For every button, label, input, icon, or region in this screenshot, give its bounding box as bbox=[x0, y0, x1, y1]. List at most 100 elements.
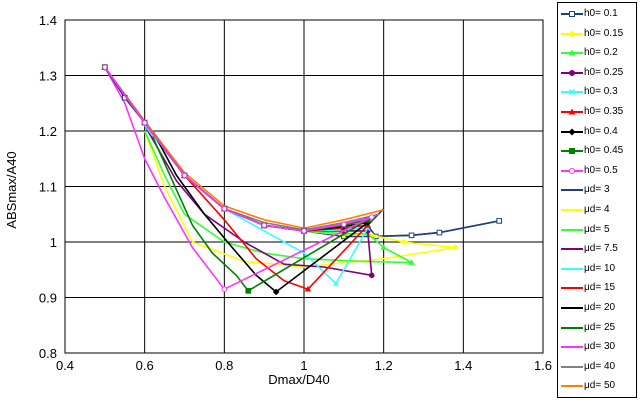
legend-swatch bbox=[561, 326, 583, 329]
data-point bbox=[496, 218, 502, 224]
legend-label: h0= 0.4 bbox=[584, 125, 618, 137]
legend-swatch bbox=[561, 385, 583, 388]
legend-item: h0= 0.1 bbox=[558, 5, 636, 23]
legend-label: μd= 40 bbox=[584, 360, 616, 372]
series-line bbox=[151, 136, 249, 292]
series-path bbox=[104, 66, 384, 229]
plot-frame bbox=[64, 19, 544, 354]
legend-swatch bbox=[561, 30, 583, 38]
data-point bbox=[452, 244, 459, 251]
y-tick-label: 0.8 bbox=[39, 346, 57, 361]
legend-label: μd= 4 bbox=[584, 204, 610, 215]
legend-label: h0= 0.5 bbox=[584, 164, 618, 176]
y-tick-label: 1.4 bbox=[39, 13, 57, 28]
series-line bbox=[143, 130, 412, 264]
legend-item: μd= 7.5 bbox=[558, 240, 636, 258]
data-point bbox=[301, 228, 307, 234]
data-point bbox=[408, 232, 415, 239]
legend-label: h0= 0.1 bbox=[584, 8, 618, 19]
legend-label: h0= 0.3 bbox=[584, 86, 618, 98]
legend-label: h0= 0.15 bbox=[584, 27, 624, 39]
y-tick-label: 1 bbox=[50, 235, 57, 250]
x-axis-ticks: 0.4 0.6 0.8 1 1.2 1.4 1.6 bbox=[56, 358, 552, 373]
data-point bbox=[436, 229, 443, 236]
data-point bbox=[368, 232, 376, 239]
legend-swatch bbox=[561, 346, 583, 349]
x-tick-label: 0.8 bbox=[215, 358, 233, 373]
legend-label: μd= 3 bbox=[584, 184, 610, 196]
x-axis-label: Dmax/D40 bbox=[268, 372, 329, 387]
legend-item: h0= 0.35 bbox=[558, 103, 636, 121]
data-point bbox=[569, 11, 575, 17]
legend-label: μd= 20 bbox=[584, 302, 616, 313]
series-line bbox=[104, 66, 225, 290]
y-tick-label: 0.9 bbox=[39, 291, 57, 306]
data-point bbox=[569, 148, 575, 155]
line-chart: 0.4 0.6 0.8 1 1.2 1.4 1.6 0.80.911.11.21.31.4 … bbox=[0, 0, 557, 400]
legend-item: h0= 0.25 bbox=[558, 64, 636, 82]
legend-label: h0= 0.35 bbox=[584, 106, 624, 117]
data-point bbox=[304, 285, 312, 292]
series-layer bbox=[101, 63, 502, 296]
legend-item: h0= 0.15 bbox=[558, 25, 636, 43]
legend-item: μd= 10 bbox=[558, 260, 636, 278]
legend-item: μd= 30 bbox=[558, 338, 636, 356]
legend-item: μd= 50 bbox=[558, 377, 636, 395]
legend-swatch bbox=[561, 148, 583, 155]
data-point bbox=[261, 222, 267, 229]
data-point bbox=[102, 64, 108, 70]
series-path bbox=[144, 125, 372, 277]
legend-item: h0= 0.4 bbox=[558, 123, 636, 141]
data-point bbox=[568, 49, 576, 56]
series-line bbox=[102, 64, 375, 292]
legend-item: μd= 25 bbox=[558, 319, 636, 337]
legend-swatch bbox=[561, 248, 583, 251]
series-path bbox=[143, 130, 412, 264]
x-tick-label: 1.6 bbox=[534, 358, 552, 373]
y-tick-label: 1.2 bbox=[39, 124, 57, 139]
x-tick-label: 0.6 bbox=[136, 358, 154, 373]
legend-item: μd= 4 bbox=[558, 201, 636, 219]
legend-label: μd= 30 bbox=[584, 341, 616, 353]
legend-swatch bbox=[561, 49, 583, 56]
legend-label: μd= 50 bbox=[584, 380, 616, 392]
legend-label: μd= 15 bbox=[584, 282, 616, 294]
series-line bbox=[151, 130, 277, 293]
legend-swatch bbox=[561, 365, 583, 368]
data-point bbox=[272, 288, 280, 296]
legend-label: μd= 10 bbox=[584, 262, 616, 274]
data-point bbox=[568, 128, 576, 136]
data-point bbox=[245, 288, 252, 294]
legend-label: μd= 7.5 bbox=[584, 243, 618, 255]
legend-swatch bbox=[561, 307, 583, 309]
legend-swatch bbox=[561, 11, 583, 17]
legend-swatch bbox=[561, 189, 583, 192]
legend-item: h0= 0.3 bbox=[558, 83, 636, 101]
legend-label: h0= 0.45 bbox=[584, 145, 624, 157]
legend-label: h0= 0.2 bbox=[584, 47, 618, 59]
legend-swatch bbox=[561, 228, 583, 231]
legend-swatch bbox=[561, 167, 583, 174]
data-point bbox=[568, 89, 576, 96]
data-point bbox=[341, 221, 347, 228]
data-point bbox=[368, 272, 375, 279]
data-point bbox=[368, 214, 375, 220]
data-point bbox=[568, 108, 576, 115]
series-path bbox=[151, 130, 277, 293]
legend-item: μd= 3 bbox=[558, 181, 636, 199]
legend-label: μd= 25 bbox=[584, 321, 616, 333]
series-line bbox=[104, 66, 384, 229]
legend-label: h0= 0.25 bbox=[584, 66, 624, 78]
data-point bbox=[569, 167, 575, 174]
x-tick-label: 0.4 bbox=[56, 358, 74, 373]
legend-swatch bbox=[561, 209, 583, 211]
chart-background bbox=[0, 0, 557, 400]
legend-swatch bbox=[561, 267, 583, 270]
legend-swatch bbox=[561, 108, 583, 115]
legend-item: μd= 40 bbox=[558, 358, 636, 376]
data-point bbox=[408, 259, 415, 265]
x-tick-label: 1 bbox=[300, 358, 307, 373]
series-path bbox=[104, 66, 225, 290]
data-point bbox=[141, 119, 148, 126]
